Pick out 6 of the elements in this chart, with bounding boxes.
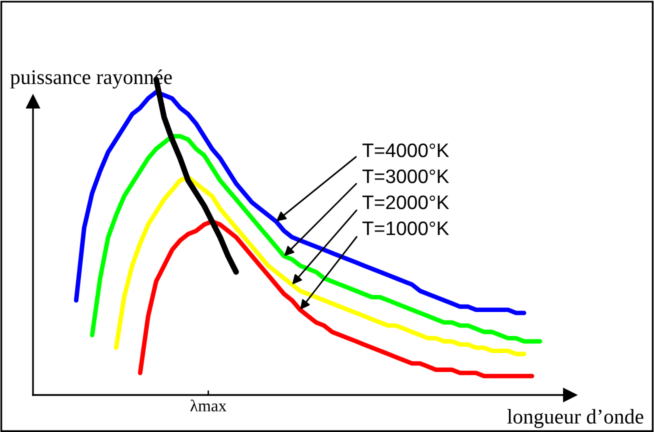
annotation: T=4000°K bbox=[362, 143, 450, 158]
annotation: T=1000°K bbox=[362, 221, 450, 236]
x-axis-title: longueur d’onde bbox=[507, 409, 644, 428]
text: λmax bbox=[190, 400, 226, 412]
annotation: T=3000°K bbox=[362, 169, 450, 184]
annotation: T=2000°K bbox=[362, 195, 450, 210]
